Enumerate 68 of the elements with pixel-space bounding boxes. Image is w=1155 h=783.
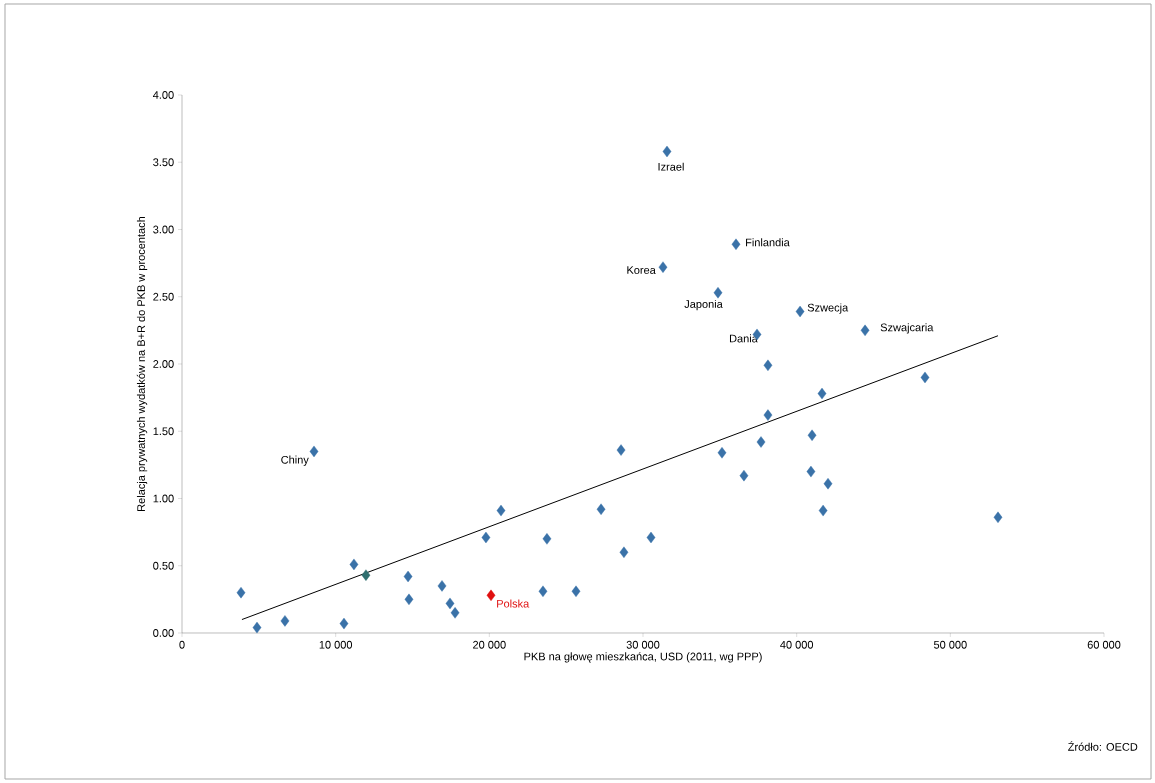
y-tick-label: 3.50 bbox=[153, 158, 174, 167]
point bbox=[403, 570, 413, 583]
point bbox=[596, 503, 606, 515]
point bbox=[339, 617, 349, 630]
point bbox=[713, 287, 723, 299]
y-axis-title: Relacja prywatnych wydatków na B+R do PKB w procentach bbox=[136, 216, 148, 511]
annotation: Finlandia bbox=[746, 238, 790, 247]
x-tick-label: 20 000 bbox=[473, 640, 506, 649]
point bbox=[739, 469, 749, 482]
y-tick-label: 4.00 bbox=[152, 91, 174, 99]
annotation: Polska bbox=[497, 599, 530, 608]
point bbox=[309, 445, 319, 458]
y-tick-label: 1.00 bbox=[153, 494, 174, 503]
point bbox=[731, 238, 741, 250]
y-tick-label: 0.50 bbox=[153, 561, 174, 570]
point bbox=[616, 444, 626, 456]
x-tick-label: 40 000 bbox=[780, 640, 814, 649]
point bbox=[437, 580, 447, 592]
annotation: Japonia bbox=[684, 299, 723, 311]
x-tick-label: 0 bbox=[179, 640, 185, 649]
point bbox=[717, 447, 727, 459]
annotation: Izrael bbox=[658, 162, 684, 171]
y-tick-label: 3.00 bbox=[153, 225, 174, 234]
text: Źródło: OECD bbox=[1068, 741, 1138, 751]
x-tick-label: 10 000 bbox=[319, 640, 353, 649]
point bbox=[818, 504, 828, 517]
point bbox=[496, 504, 506, 517]
point bbox=[538, 585, 548, 597]
point bbox=[817, 387, 827, 400]
point bbox=[806, 465, 816, 478]
point bbox=[658, 261, 668, 273]
point bbox=[361, 569, 371, 581]
annotation: Dania bbox=[729, 334, 758, 343]
point bbox=[404, 593, 414, 606]
point bbox=[763, 359, 773, 372]
y-tick-label: 2.00 bbox=[153, 360, 174, 368]
point bbox=[445, 597, 455, 610]
y-tick-label: 0.00 bbox=[153, 629, 174, 637]
point bbox=[619, 546, 629, 558]
y-tick-label: 2.50 bbox=[153, 292, 174, 301]
point bbox=[252, 621, 262, 634]
point bbox=[349, 558, 359, 571]
point bbox=[756, 436, 766, 448]
point bbox=[236, 586, 246, 599]
point bbox=[795, 305, 805, 318]
annotation: Szwecja bbox=[807, 303, 849, 314]
point bbox=[646, 531, 656, 544]
annotation: Szwajcaria bbox=[880, 323, 934, 334]
point bbox=[481, 531, 491, 544]
x-tick-label: 50 000 bbox=[933, 640, 967, 649]
x-tick-label: 60 000 bbox=[1087, 640, 1121, 649]
annotation: Korea bbox=[627, 266, 656, 274]
y-tick-label: 1.50 bbox=[153, 427, 174, 436]
point bbox=[450, 607, 460, 619]
point bbox=[860, 324, 870, 337]
point bbox=[993, 511, 1003, 524]
point bbox=[280, 615, 290, 627]
annotation: Chiny bbox=[281, 455, 309, 466]
point bbox=[662, 145, 672, 158]
point bbox=[920, 371, 930, 384]
point bbox=[807, 429, 817, 441]
x-tick-label: 30 000 bbox=[626, 640, 660, 649]
x-axis-title: PKB na głowę mieszkańca, USD (2011, wg PPP) bbox=[524, 652, 762, 663]
point bbox=[823, 478, 833, 490]
point bbox=[571, 585, 581, 597]
point bbox=[542, 533, 552, 545]
point bbox=[486, 589, 496, 602]
point bbox=[763, 409, 773, 421]
